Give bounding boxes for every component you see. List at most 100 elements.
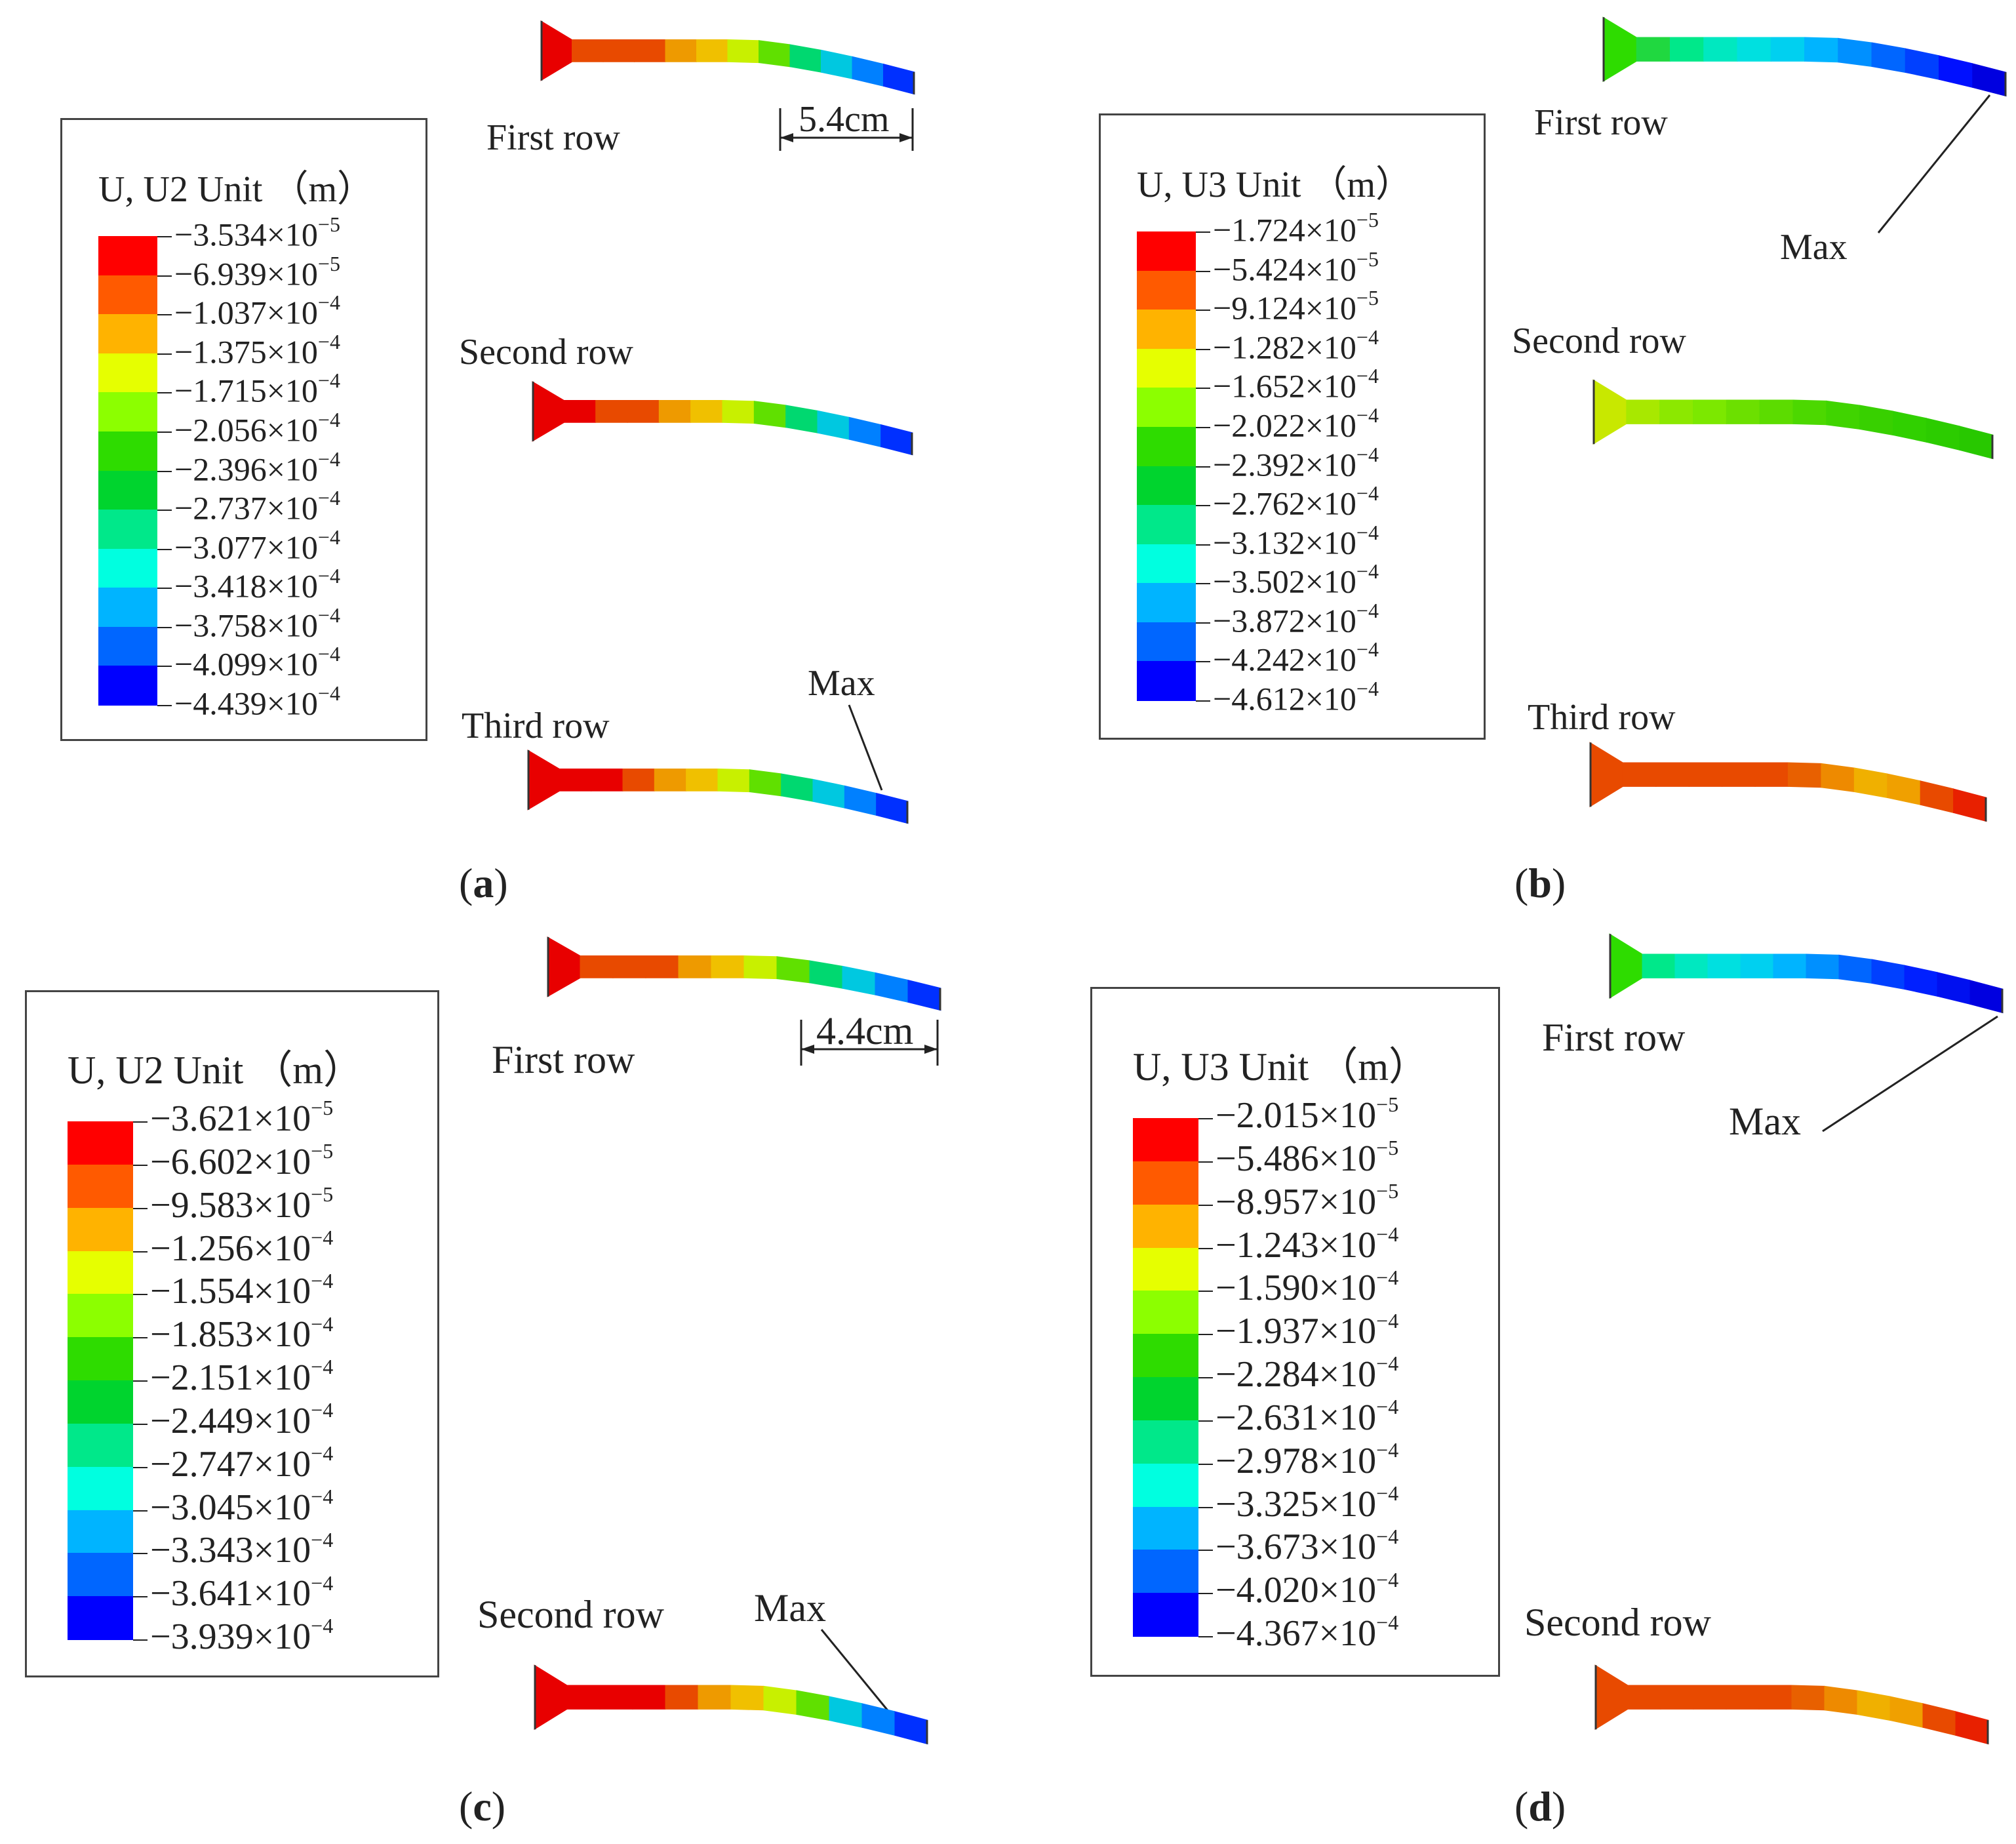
beam-segment-a1-10 <box>821 49 853 79</box>
beam-segment-a2-10 <box>817 410 850 440</box>
beam-b-row1 <box>1602 16 2007 97</box>
row-label-b-3: Third row <box>1528 697 1676 738</box>
beam-segment-a1-3 <box>603 39 635 62</box>
beam-segment-d2-5 <box>1726 1685 1760 1710</box>
beam-segment-c1-4 <box>645 955 679 978</box>
beam-segment-c1-7 <box>743 955 778 980</box>
beam-segment-a1-12 <box>883 63 915 95</box>
caption-d: (d) <box>1514 1783 1566 1830</box>
legend-swatch-d-1 <box>1133 1118 1198 1162</box>
legend-swatch-b-1 <box>1137 231 1196 271</box>
legend-swatch-a-9 <box>98 548 157 589</box>
beam-segment-b3-10 <box>1887 773 1921 805</box>
legend-title-a: U, U2 Unit （m） <box>98 169 374 210</box>
legend-swatch-d-6 <box>1133 1334 1198 1378</box>
beam-segment-c2-9 <box>796 1690 830 1721</box>
beam-segment-a3-8 <box>749 769 782 797</box>
legend-value-b-10: −3.502×10−4 <box>1213 559 1379 600</box>
legend-tick-d-2 <box>1198 1161 1213 1163</box>
beam-segment-a1-7 <box>727 39 759 64</box>
legend-value-c-5: −1.554×10−4 <box>150 1268 334 1312</box>
beam-segment-d2-7 <box>1791 1685 1825 1711</box>
legend-value-a-6: −2.056×10−4 <box>174 407 340 449</box>
row-label-d-2: Second row <box>1524 1601 1711 1644</box>
legend-tick-c-7 <box>133 1380 148 1382</box>
legend-value-b-8: −2.762×10−4 <box>1213 481 1379 522</box>
legend-value-a-13: −4.439×10−4 <box>174 681 340 722</box>
legend-value-c-1: −3.621×10−5 <box>150 1096 334 1139</box>
beam-segment-b2-6 <box>1759 399 1794 424</box>
legend-value-d-4: −1.243×10−4 <box>1216 1222 1399 1266</box>
legend-value-a-3: −1.037×10−4 <box>174 291 340 331</box>
legend-value-a-11: −3.758×10−4 <box>174 603 340 644</box>
beam-segment-d2-1 <box>1594 1664 1629 1731</box>
legend-value-c-2: −6.602×10−5 <box>150 1139 334 1182</box>
row-label-b-1: First row <box>1534 102 1668 143</box>
legend-swatch-d-11 <box>1133 1550 1198 1594</box>
beam-a-row2 <box>532 381 913 456</box>
legend-tick-b-4 <box>1196 348 1210 350</box>
color-bar-c <box>68 1121 133 1640</box>
legend-value-c-10: −3.045×10−4 <box>150 1484 334 1528</box>
beam-segment-c1-2 <box>580 955 614 978</box>
legend-value-c-7: −2.151×10−4 <box>150 1355 334 1398</box>
max-label-b: Max <box>1780 227 1848 268</box>
beam-segment-c1-11 <box>875 972 909 1003</box>
legend-tick-c-12 <box>133 1596 148 1598</box>
legend-value-d-9: −2.978×10−4 <box>1216 1438 1399 1481</box>
legend-value-d-7: −2.284×10−4 <box>1216 1352 1399 1395</box>
legend-swatch-a-1 <box>98 236 157 276</box>
legend-value-c-6: −1.853×10−4 <box>150 1312 334 1355</box>
beam-segment-c2-7 <box>730 1685 764 1711</box>
beam-segment-a2-8 <box>753 401 787 428</box>
legend-tick-b-11 <box>1196 622 1210 624</box>
legend-tick-d-6 <box>1198 1334 1213 1336</box>
legend-swatch-c-11 <box>68 1553 133 1597</box>
legend-value-a-4: −1.375×10−4 <box>174 329 340 371</box>
legend-value-b-11: −3.872×10−4 <box>1213 598 1379 639</box>
beam-segment-b2-5 <box>1726 399 1760 424</box>
legend-tick-c-3 <box>133 1207 148 1209</box>
beam-segment-c1-5 <box>678 955 712 978</box>
beam-segment-a1-2 <box>572 39 604 62</box>
legend-value-b-13: −4.612×10−4 <box>1213 677 1379 717</box>
beam-segment-d1-6 <box>1773 953 1807 978</box>
beam-segment-c2-5 <box>665 1685 699 1710</box>
beam-segment-d1-1 <box>1609 933 1643 999</box>
beam-segment-d1-3 <box>1674 953 1709 978</box>
beam-segment-b1-8 <box>1838 37 1872 68</box>
beam-segment-a1-5 <box>665 39 697 62</box>
beam-segment-a2-2 <box>563 400 597 423</box>
beam-segment-a2-7 <box>722 399 755 424</box>
legend-swatch-b-9 <box>1137 544 1196 584</box>
beam-segment-a1-4 <box>634 39 666 62</box>
beam-segment-b1-12 <box>1972 63 2007 97</box>
max-label-c: Max <box>754 1586 826 1630</box>
legend-tick-d-1 <box>1198 1118 1213 1119</box>
beam-segment-b2-12 <box>1959 426 1994 460</box>
beam-segment-b3-12 <box>1953 788 1987 822</box>
legend-value-d-6: −1.937×10−4 <box>1216 1308 1399 1352</box>
legend-tick-a-8 <box>157 510 172 511</box>
row-label-c-1: First row <box>492 1038 635 1081</box>
legend-value-d-2: −5.486×10−5 <box>1216 1136 1399 1179</box>
beam-segment-b3-5 <box>1722 762 1756 787</box>
beam-segment-d2-2 <box>1627 1685 1661 1710</box>
beam-segment-d1-12 <box>1969 980 2004 1014</box>
legend-title-c: U, U2 Unit （m） <box>68 1049 363 1092</box>
beam-segment-b1-7 <box>1804 37 1839 63</box>
beam-segment-b2-4 <box>1693 399 1727 424</box>
legend-swatch-b-12 <box>1137 661 1196 701</box>
beam-c-row2 <box>534 1664 928 1745</box>
legend-value-c-13: −3.939×10−4 <box>150 1614 334 1657</box>
beam-segment-a2-9 <box>785 405 818 433</box>
legend-tick-d-8 <box>1198 1420 1213 1422</box>
caption-c: (c) <box>459 1783 506 1830</box>
legend-swatch-d-8 <box>1133 1420 1198 1464</box>
legend-value-b-9: −3.132×10−4 <box>1213 520 1379 561</box>
legend-swatch-d-9 <box>1133 1463 1198 1508</box>
beam-segment-b3-11 <box>1920 780 1954 813</box>
beam-segment-a1-6 <box>696 39 728 62</box>
beam-segment-a3-2 <box>559 769 592 792</box>
legend-tick-c-11 <box>133 1553 148 1555</box>
